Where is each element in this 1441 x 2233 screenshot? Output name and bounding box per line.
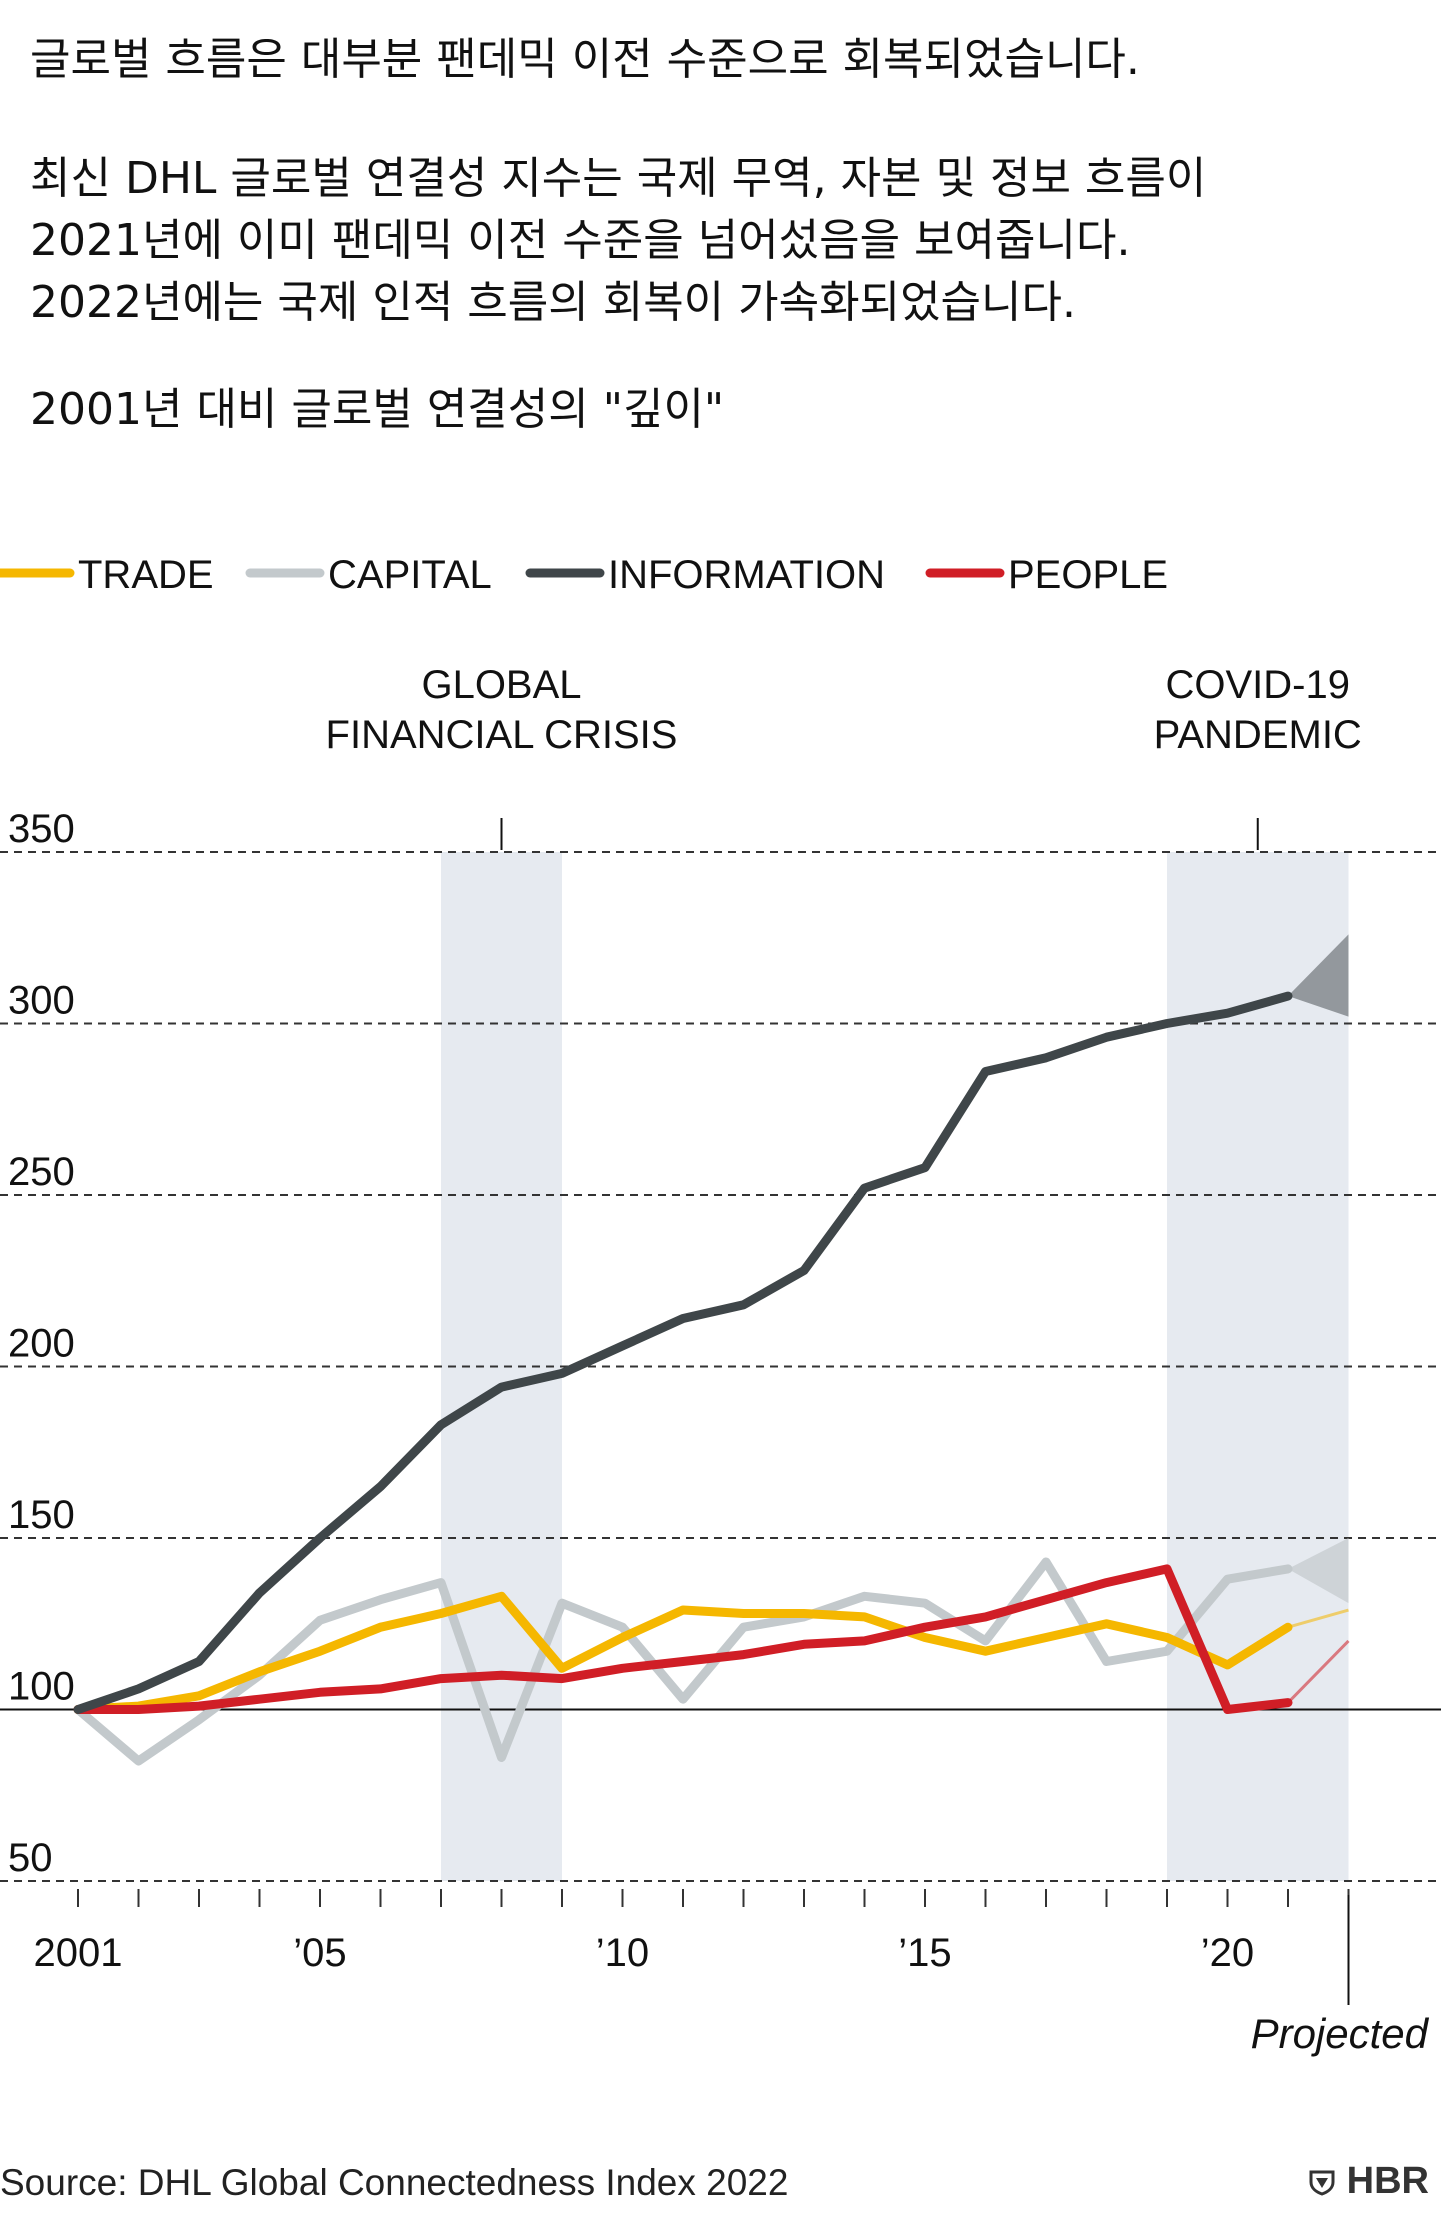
- projection-line: [1286, 1639, 1350, 1704]
- brand-logo: HBR: [1308, 2160, 1429, 2203]
- series-line-information: [73, 991, 1293, 1714]
- y-tick-label: 300: [8, 979, 75, 1023]
- series-line-trade: [73, 1591, 1293, 1714]
- y-tick-label: 250: [8, 1150, 75, 1194]
- y-tick-label: 50: [8, 1836, 53, 1880]
- y-tick-label: 150: [8, 1493, 75, 1537]
- shaded-period-label: GLOBAL: [421, 663, 581, 707]
- projection-band: [1288, 934, 1349, 1017]
- x-tick-label: ’20: [1201, 1931, 1254, 1975]
- subtitle: 최신 DHL 글로벌 연결성 지수는 국제 무역, 자본 및 정보 흐름이 20…: [30, 148, 1206, 334]
- brand-text: HBR: [1346, 2160, 1429, 2202]
- projection-band: [1288, 1538, 1349, 1604]
- projection-line: [1287, 1608, 1349, 1629]
- x-tick-label: 2001: [34, 1931, 123, 1975]
- legend-label: PEOPLE: [1008, 553, 1168, 597]
- source-note: Source: DHL Global Connectedness Index 2…: [0, 2162, 789, 2203]
- shield-icon: [1309, 2170, 1335, 2196]
- page-title: 글로벌 흐름은 대부분 팬데믹 이전 수준으로 회복되었습니다.: [30, 34, 1140, 85]
- series-line-people: [73, 1564, 1293, 1714]
- legend-label: TRADE: [78, 553, 214, 597]
- subtitle-line: 2021년에 이미 팬데믹 이전 수준을 넘어섰음을 보여줍니다.: [30, 215, 1131, 266]
- projected-label: Projected: [1251, 2010, 1430, 2057]
- shaded-period-label: COVID-19: [1166, 663, 1351, 707]
- shaded-period-label: FINANCIAL CRISIS: [326, 713, 678, 757]
- shaded-period-label: PANDEMIC: [1154, 713, 1362, 757]
- metric-label: 2001년 대비 글로벌 연결성의 "깊이": [30, 384, 725, 435]
- y-tick-label: 200: [8, 1322, 75, 1366]
- y-tick-label: 350: [8, 807, 75, 851]
- x-tick-label: ’10: [596, 1931, 649, 1975]
- legend-label: INFORMATION: [608, 553, 885, 597]
- x-tick-label: ’15: [898, 1931, 951, 1975]
- x-tick-label: ’05: [293, 1931, 346, 1975]
- y-tick-label: 100: [8, 1665, 75, 1709]
- subtitle-line: 2022년에는 국제 인적 흐름의 회복이 가속화되었습니다.: [30, 277, 1076, 328]
- legend-label: CAPITAL: [328, 553, 492, 597]
- subtitle-line: 최신 DHL 글로벌 연결성 지수는 국제 무역, 자본 및 정보 흐름이: [30, 153, 1207, 204]
- shaded-period: [441, 852, 562, 1881]
